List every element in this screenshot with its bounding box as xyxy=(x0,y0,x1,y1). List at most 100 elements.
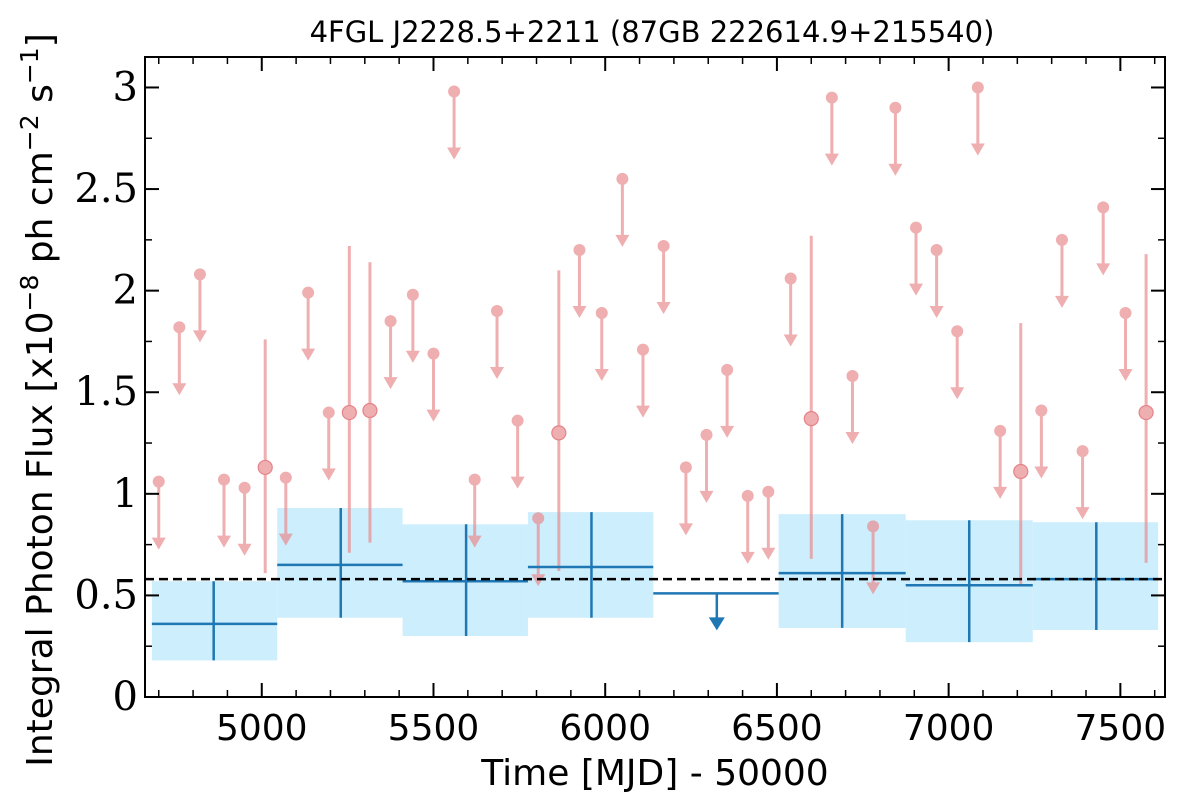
y-tick-label-6: 3 xyxy=(113,64,138,110)
short-bin-ul-arrow-2 xyxy=(192,330,207,343)
short-bin-point-19 xyxy=(551,425,567,441)
short-bin-ul-arrow-28 xyxy=(740,551,755,564)
short-bin-ul-point-27 xyxy=(721,363,734,376)
plot-area xyxy=(145,81,1165,661)
short-bin-ul-point-6 xyxy=(279,471,292,484)
short-bin-ul-point-1 xyxy=(173,321,186,334)
short-bin-ul-point-23 xyxy=(636,343,649,356)
short-bin-ul-arrow-20 xyxy=(572,306,587,319)
short-bin-point-10 xyxy=(362,402,378,419)
short-bin-ul-point-32 xyxy=(825,91,838,104)
short-bin-ul-arrow-40 xyxy=(993,486,1008,499)
short-bin-ul-arrow-23 xyxy=(635,405,650,418)
y-axis-label-exp1: −8 xyxy=(15,275,44,312)
short-bin-ul-point-18 xyxy=(532,512,545,525)
short-bin-ul-arrow-1 xyxy=(172,383,187,396)
short-bin-ul-point-42 xyxy=(1035,404,1048,417)
short-bin-ul-arrow-16 xyxy=(490,366,505,379)
short-bin-ul-point-13 xyxy=(427,347,440,360)
short-bin-ul-point-3 xyxy=(217,473,230,486)
short-bin-ul-point-20 xyxy=(573,244,586,257)
long-bin-ul-arrow-4 xyxy=(708,617,725,631)
short-bin-ul-arrow-46 xyxy=(1118,369,1133,381)
y-axis-label-part2: ph cm xyxy=(20,151,61,274)
short-bin-ul-arrow-26 xyxy=(699,490,714,503)
short-bin-ul-point-28 xyxy=(741,489,754,502)
short-bin-ul-arrow-22 xyxy=(615,234,630,247)
short-bin-ul-point-36 xyxy=(910,221,923,234)
short-bin-point-31 xyxy=(803,411,819,427)
axis-ticks: 5000 5500 6000 6500 7000 7500 0 0.5 1 1.5 2 2.5 3 xyxy=(74,57,1166,749)
x-tick-label-3: 6500 xyxy=(731,708,823,749)
x-tick-label-0: 5000 xyxy=(216,708,308,749)
short-bin-ul-arrow-36 xyxy=(909,283,924,296)
short-bin-ul-point-4 xyxy=(238,481,251,494)
chart-title: 4FGL J2228.5+2211 (87GB 222614.9+215540) xyxy=(310,15,995,49)
short-bin-ul-point-34 xyxy=(867,520,880,533)
short-bin-ul-arrow-38 xyxy=(950,387,965,400)
short-bin-ul-point-25 xyxy=(679,461,692,474)
short-bin-ul-arrow-7 xyxy=(301,348,316,361)
x-tick-label-4: 7000 xyxy=(903,708,995,749)
x-tick-label-2: 6000 xyxy=(559,708,651,749)
short-bin-ul-point-37 xyxy=(930,244,943,257)
short-bin-point-47 xyxy=(1138,404,1154,421)
y-axis-label-part1: Integral Photon Flux [x10 xyxy=(20,312,61,767)
short-bin-ul-arrow-33 xyxy=(845,431,860,444)
short-bin-ul-arrow-44 xyxy=(1075,507,1090,520)
y-axis-label: Integral Photon Flux [x10−8 ph cm−2 s−1] xyxy=(15,33,61,767)
short-bin-ul-arrow-14 xyxy=(447,147,462,160)
short-bin-ul-point-21 xyxy=(595,307,608,319)
x-tick-label-1: 5500 xyxy=(388,708,480,749)
short-bin-ul-arrow-12 xyxy=(405,350,420,363)
short-bin-ul-point-26 xyxy=(700,428,713,441)
short-bin-ul-arrow-30 xyxy=(783,334,798,347)
short-bin-ul-point-24 xyxy=(657,239,670,252)
y-tick-label-0: 0 xyxy=(113,674,138,720)
y-tick-label-4: 2 xyxy=(113,268,138,314)
short-bin-ul-arrow-13 xyxy=(426,409,441,422)
short-bin-ul-point-0 xyxy=(152,475,165,488)
short-bin-ul-arrow-11 xyxy=(383,377,398,390)
short-bin-ul-arrow-29 xyxy=(761,547,776,560)
y-axis-label-exp2: −2 xyxy=(15,114,44,151)
short-bin-ul-point-22 xyxy=(616,172,629,185)
short-bin-ul-point-33 xyxy=(846,369,859,382)
short-bin-ul-point-14 xyxy=(448,85,461,98)
short-bin-ul-arrow-37 xyxy=(929,306,944,319)
y-axis-label-exp3: −1 xyxy=(15,47,44,84)
y-tick-label-3: 1.5 xyxy=(74,369,138,415)
short-bin-ul-arrow-6 xyxy=(278,533,293,546)
short-bin-ul-point-40 xyxy=(994,424,1007,437)
short-bin-ul-arrow-15 xyxy=(467,535,482,548)
x-tick-label-5: 7500 xyxy=(1075,708,1167,749)
short-bin-ul-arrow-24 xyxy=(656,301,671,314)
short-bin-ul-arrow-4 xyxy=(237,543,252,556)
y-tick-label-5: 2.5 xyxy=(74,166,138,212)
short-bin-point-9 xyxy=(341,404,357,421)
short-bin-ul-arrow-42 xyxy=(1034,466,1049,479)
short-bin-ul-point-35 xyxy=(889,101,902,114)
short-bin-ul-arrow-32 xyxy=(824,153,839,166)
short-bin-ul-arrow-0 xyxy=(151,537,166,550)
short-bin-ul-point-43 xyxy=(1055,233,1068,246)
y-tick-label-2: 1 xyxy=(113,471,138,517)
short-bin-ul-point-7 xyxy=(302,286,315,299)
short-bin-ul-point-46 xyxy=(1119,307,1132,319)
plot-frame xyxy=(144,56,1166,698)
y-axis-label-part3: s xyxy=(20,84,61,114)
x-axis-label: Time [MJD] - 50000 xyxy=(480,753,828,794)
short-bin-ul-arrow-21 xyxy=(594,369,609,381)
short-bin-ul-point-45 xyxy=(1097,201,1110,214)
short-bin-ul-point-30 xyxy=(784,272,797,285)
y-tick-label-1: 0.5 xyxy=(74,572,138,618)
short-bin-ul-arrow-17 xyxy=(510,476,525,489)
short-bin-ul-point-11 xyxy=(384,315,397,328)
short-bin-ul-arrow-3 xyxy=(216,535,231,548)
short-bin-ul-point-12 xyxy=(406,288,419,301)
short-bin-ul-arrow-27 xyxy=(720,425,735,438)
short-bin-ul-arrow-35 xyxy=(888,163,903,176)
short-bin-series xyxy=(151,81,1154,595)
short-bin-ul-arrow-34 xyxy=(866,582,881,595)
